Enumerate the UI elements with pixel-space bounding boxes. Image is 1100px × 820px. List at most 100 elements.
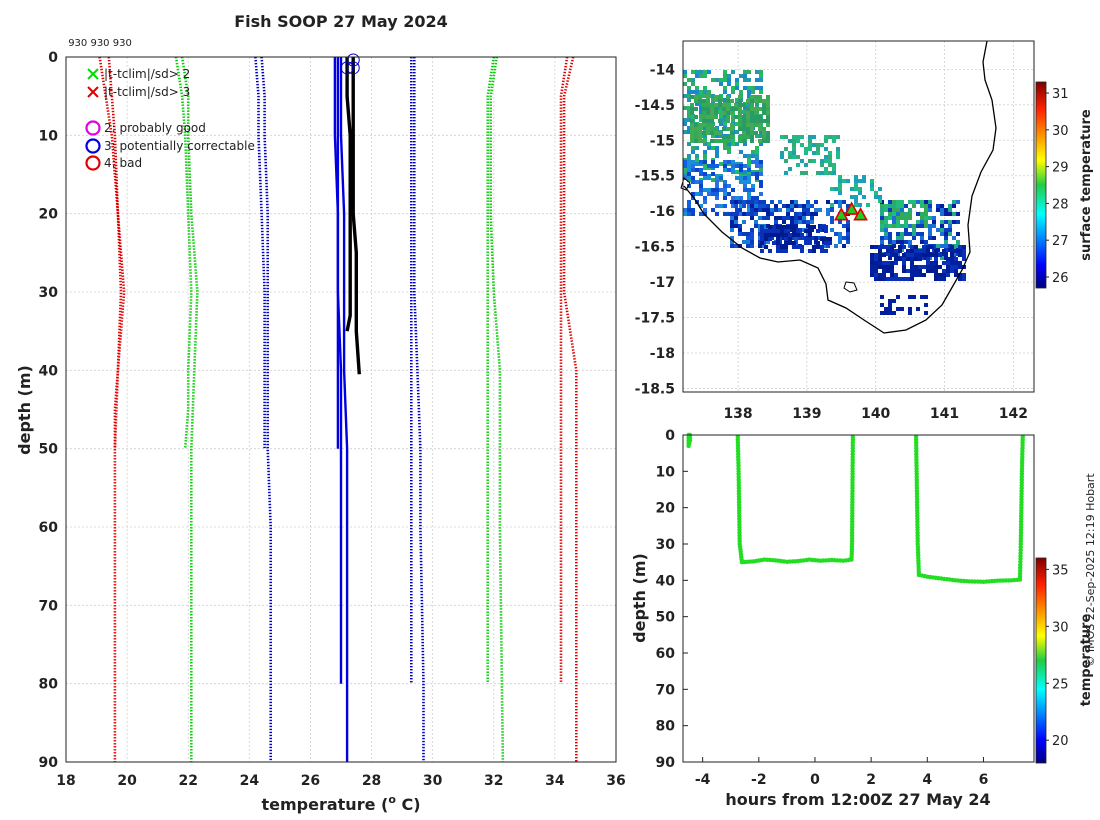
map-sst-pixel xyxy=(690,103,694,107)
map-sst-pixel xyxy=(687,212,691,216)
profile-legend: |t-tclim|/sd> 2 |t-tclim|/sd> 3 2: probabl… xyxy=(85,67,255,171)
legend-o-marker xyxy=(85,155,101,171)
map-station-triangle xyxy=(844,201,859,215)
map-sst-pixel xyxy=(900,307,904,311)
map-sst-pixel xyxy=(828,151,832,155)
map-sst-pixel xyxy=(759,70,763,74)
map-sst-pixel xyxy=(854,203,858,207)
map-sst-pixel xyxy=(802,212,806,216)
map-sst-pixel xyxy=(870,253,874,257)
map-sst-pixel xyxy=(944,252,948,256)
map-colorbar-tick-label: 27 xyxy=(1052,234,1069,249)
map-sst-pixel xyxy=(691,146,695,150)
map-sst-pixel xyxy=(870,257,874,261)
map-sst-pixel xyxy=(750,123,754,127)
map-sst-pixel xyxy=(750,216,754,220)
profile-series-clim+2sd-long xyxy=(489,56,505,763)
map-sst-pixel xyxy=(956,232,960,236)
map-sst-pixel xyxy=(766,123,770,127)
map-sst-pixel xyxy=(910,265,914,269)
map-colorbar xyxy=(1035,81,1047,289)
map-sst-pixel xyxy=(755,70,759,74)
map-sst-pixel xyxy=(746,111,750,115)
map-sst-pixel xyxy=(808,249,812,253)
map-sst-pixel xyxy=(874,257,878,261)
map-sst-pixel xyxy=(758,216,762,220)
map-sst-pixel xyxy=(726,127,730,131)
map-sst-pixel xyxy=(952,204,956,208)
map-sst-pixel xyxy=(842,224,846,228)
map-sst-pixel xyxy=(908,232,912,236)
map-sst-pixel xyxy=(743,180,747,184)
map-sst-pixel xyxy=(715,188,719,192)
map-sst-pixel xyxy=(892,208,896,212)
map-xtick-label: 141 xyxy=(930,406,959,422)
map-sst-pixel xyxy=(747,158,751,162)
map-sst-pixel xyxy=(690,111,694,115)
map-sst-pixel xyxy=(928,236,932,240)
map-sst-pixel xyxy=(908,216,912,220)
map-sst-pixel xyxy=(710,103,714,107)
map-sst-pixel xyxy=(780,245,784,249)
map-sst-pixel xyxy=(784,249,788,253)
map-sst-pixel xyxy=(723,118,727,122)
map-sst-pixel xyxy=(944,244,948,248)
map-sst-pixel xyxy=(734,204,738,208)
map-sst-pixel xyxy=(878,187,882,191)
map-sst-pixel xyxy=(747,94,751,98)
map-sst-pixel xyxy=(950,269,954,273)
map-sst-pixel xyxy=(880,295,884,299)
map-sst-pixel xyxy=(792,151,796,155)
map-sst-pixel xyxy=(926,257,930,261)
profile-series-clim-1sd-short xyxy=(254,56,266,449)
map-sst-pixel xyxy=(766,131,770,135)
map-sst-pixel xyxy=(766,115,770,119)
map-sst-pixel xyxy=(760,241,764,245)
map-sst-pixel xyxy=(784,237,788,241)
map-sst-pixel xyxy=(918,273,922,277)
map-sst-pixel xyxy=(750,208,754,212)
map-sst-pixel xyxy=(687,114,691,118)
map-sst-pixel xyxy=(806,208,810,212)
map-sst-pixel xyxy=(766,139,770,143)
map-sst-pixel xyxy=(880,224,884,228)
profile-series-clim-mean-long2 xyxy=(339,57,349,762)
map-sst-pixel xyxy=(780,225,784,229)
map-sst-pixel xyxy=(914,245,918,249)
map-sst-pixel xyxy=(836,135,840,139)
timeseries-xtick-label: -4 xyxy=(695,772,711,788)
map-sst-pixel xyxy=(759,86,763,90)
map-ytick-label: -16.5 xyxy=(635,240,675,256)
map-sst-pixel xyxy=(719,162,723,166)
map-sst-pixel xyxy=(924,212,928,216)
map-sst-pixel xyxy=(683,106,687,110)
map-sst-pixel xyxy=(838,200,842,204)
map-sst-pixel xyxy=(878,257,882,261)
map-sst-pixel xyxy=(772,225,776,229)
map-sst-pixel xyxy=(946,257,950,261)
timeseries-colorbar xyxy=(1035,557,1047,764)
map-sst-pixel xyxy=(699,90,703,94)
map-sst-pixel xyxy=(687,98,691,102)
map-sst-pixel xyxy=(772,241,776,245)
map-sst-pixel xyxy=(778,216,782,220)
map-sst-pixel xyxy=(731,164,735,168)
map-sst-pixel xyxy=(695,168,699,172)
map-sst-pixel xyxy=(836,147,840,151)
map-sst-pixel xyxy=(703,74,707,78)
map-sst-pixel xyxy=(734,212,738,216)
map-sst-pixel xyxy=(832,163,836,167)
map-sst-pixel xyxy=(703,166,707,170)
map-sst-pixel xyxy=(730,228,734,232)
profile-series-clim-2sd-long xyxy=(180,56,199,762)
map-sst-pixel xyxy=(742,123,746,127)
map-sst-pixel xyxy=(878,273,882,277)
profile-ytick-label: 90 xyxy=(39,755,59,771)
map-sst-pixel xyxy=(687,130,691,134)
map-sst-pixel xyxy=(750,139,754,143)
map-sst-pixel xyxy=(940,204,944,208)
map-sst-pixel xyxy=(746,115,750,119)
timeseries-xtick-label: -2 xyxy=(751,772,767,788)
map-sst-pixel xyxy=(702,119,706,123)
map-sst-pixel xyxy=(703,212,707,216)
